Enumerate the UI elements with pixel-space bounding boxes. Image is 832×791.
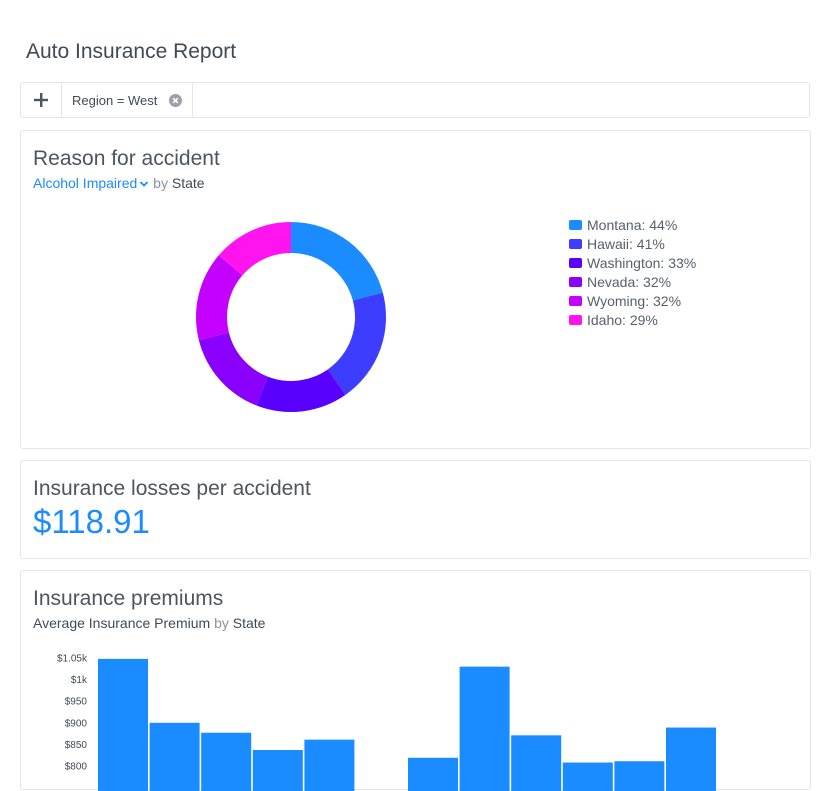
reason-card-subtitle: Alcohol Impaired by State	[33, 175, 205, 191]
legend-label: Washington: 33%	[587, 254, 697, 271]
premium-bar[interactable]	[304, 739, 355, 791]
legend-swatch	[569, 219, 582, 230]
page-title: Auto Insurance Report	[26, 40, 237, 63]
donut-slice-washington[interactable]	[256, 369, 346, 412]
legend-swatch	[569, 257, 582, 268]
chevron-down-icon	[140, 181, 149, 187]
legend-label: Nevada: 32%	[587, 273, 672, 290]
y-tick-label: $1k	[71, 675, 88, 686]
premium-dimension-label: State	[232, 615, 266, 631]
filter-chip-label: Region = West	[72, 92, 158, 108]
plus-icon	[34, 93, 48, 107]
by-word: by	[214, 615, 229, 631]
reason-card: Reason for accident Alcohol Impaired by …	[20, 130, 811, 449]
legend-swatch	[569, 314, 582, 325]
add-filter-button[interactable]	[21, 83, 62, 117]
y-tick-label: $800	[65, 762, 88, 773]
losses-value: $118.91	[33, 503, 150, 540]
premium-bar[interactable]	[666, 727, 716, 791]
legend-label: Hawaii: 41%	[587, 235, 665, 252]
legend-item-idaho[interactable]: Idaho: 29%	[569, 310, 696, 329]
legend-item-nevada[interactable]: Nevada: 32%	[569, 272, 696, 291]
close-circle-icon[interactable]	[169, 93, 183, 107]
donut-slice-nevada[interactable]	[198, 332, 268, 406]
premium-bar[interactable]	[562, 762, 613, 791]
donut-slice-montana[interactable]	[291, 222, 383, 301]
measure-dropdown[interactable]: Alcohol Impaired	[33, 175, 149, 191]
losses-card-title: Insurance losses per accident	[33, 477, 311, 500]
donut-chart	[196, 222, 386, 412]
premium-bar[interactable]	[98, 658, 148, 791]
premium-measure-label: Average Insurance Premium	[33, 615, 211, 631]
donut-legend: Montana: 44% Hawaii: 41% Washington: 33% Ne…	[569, 215, 696, 329]
premium-bar[interactable]	[201, 732, 252, 791]
reason-card-title: Reason for accident	[33, 147, 220, 170]
premium-bar[interactable]	[459, 666, 510, 791]
legend-item-wyoming[interactable]: Wyoming: 32%	[569, 291, 696, 310]
legend-item-washington[interactable]: Washington: 33%	[569, 253, 696, 272]
measure-dropdown-label: Alcohol Impaired	[33, 175, 138, 191]
legend-item-montana[interactable]: Montana: 44%	[569, 215, 696, 234]
premium-bar[interactable]	[149, 722, 200, 791]
premium-bar[interactable]	[511, 735, 562, 791]
legend-label: Idaho: 29%	[587, 311, 658, 328]
filter-chip-region[interactable]: Region = West	[62, 83, 194, 117]
legend-label: Montana: 44%	[587, 216, 678, 233]
legend-swatch	[569, 276, 582, 287]
premium-bar[interactable]	[252, 750, 303, 791]
y-tick-label: $850	[65, 740, 88, 751]
donut-slice-idaho[interactable]	[218, 222, 291, 276]
premium-bar[interactable]	[408, 757, 458, 791]
premiums-card-title: Insurance premiums	[33, 587, 224, 610]
dimension-label: State	[171, 175, 205, 191]
losses-card: Insurance losses per accident $118.91	[20, 460, 811, 559]
donut-slice-wyoming[interactable]	[196, 255, 243, 341]
premium-bar[interactable]	[614, 761, 665, 791]
legend-swatch	[569, 295, 582, 306]
legend-item-hawaii[interactable]: Hawaii: 41%	[569, 234, 696, 253]
filter-bar: Region = West	[20, 82, 810, 118]
premiums-card-subtitle: Average Insurance Premium by State	[33, 615, 265, 631]
y-tick-label: $900	[65, 718, 88, 729]
y-tick-label: $950	[65, 697, 88, 708]
by-word: by	[153, 175, 168, 191]
premiums-card: Insurance premiums Average Insurance Pre…	[20, 570, 811, 791]
legend-swatch	[569, 238, 582, 249]
donut-slice-hawaii[interactable]	[327, 292, 386, 395]
y-tick-label: $1.05k	[57, 654, 88, 665]
legend-label: Wyoming: 32%	[587, 292, 682, 309]
